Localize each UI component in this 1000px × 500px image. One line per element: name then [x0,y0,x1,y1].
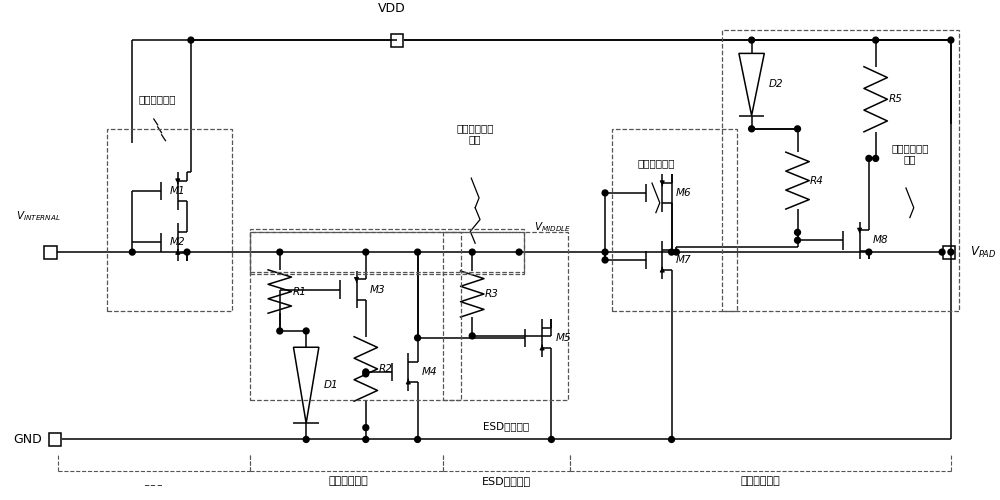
Text: 过压保护单元: 过压保护单元 [328,476,368,486]
Circle shape [129,249,135,255]
Text: R4: R4 [810,176,824,186]
Circle shape [303,436,309,442]
Circle shape [873,37,879,43]
Circle shape [866,249,872,255]
Circle shape [795,126,800,132]
Text: 负压保护开关: 负压保护开关 [637,158,675,168]
Text: _ _ _: _ _ _ [144,476,162,486]
Text: $V_{INTERNAL}$: $V_{INTERNAL}$ [16,208,61,222]
Text: $V_{PAD}$: $V_{PAD}$ [970,244,997,260]
Circle shape [548,436,554,442]
Text: GND: GND [13,433,42,446]
Circle shape [469,333,475,339]
Bar [107,129,232,312]
Circle shape [866,156,872,162]
Text: M2: M2 [169,237,185,247]
Circle shape [948,249,954,255]
Bar [49,433,61,446]
Bar [443,232,568,400]
Text: R3: R3 [485,289,499,299]
Circle shape [669,249,674,255]
Text: R2: R2 [378,364,392,374]
Circle shape [795,230,800,235]
Circle shape [948,37,954,43]
Circle shape [277,328,283,334]
Circle shape [363,424,369,430]
Text: VDD: VDD [378,2,406,15]
Circle shape [363,249,369,255]
Circle shape [363,369,369,375]
Text: D1: D1 [323,380,338,390]
Text: M8: M8 [873,236,888,246]
Circle shape [795,238,800,243]
Bar [250,230,524,274]
Text: ESD泄放单元: ESD泄放单元 [483,422,529,432]
Circle shape [602,257,608,263]
Circle shape [749,126,755,132]
Text: M1: M1 [169,186,185,196]
Bar [391,34,403,46]
Text: R5: R5 [888,94,902,104]
Circle shape [469,249,475,255]
Text: ESD泄放单元: ESD泄放单元 [482,476,531,486]
Text: M5: M5 [555,333,571,343]
Circle shape [188,37,194,43]
Circle shape [674,249,679,255]
Bar [250,232,524,272]
Text: M3: M3 [370,284,385,294]
Circle shape [277,249,283,255]
Circle shape [415,436,421,442]
Text: 过压保护开关: 过压保护开关 [139,94,176,104]
Circle shape [363,436,369,442]
Text: 负压保护单元: 负压保护单元 [741,476,780,486]
Bar [722,30,959,312]
Circle shape [516,249,522,255]
Circle shape [415,249,421,255]
Text: D2: D2 [769,80,783,90]
Circle shape [602,249,608,255]
Bar [943,246,955,258]
Bar [612,129,737,312]
Text: M6: M6 [675,188,691,198]
Text: M4: M4 [421,367,437,377]
Text: R1: R1 [292,286,306,296]
Circle shape [873,156,879,162]
Circle shape [303,328,309,334]
Circle shape [415,335,421,341]
Circle shape [363,371,369,377]
Circle shape [602,190,608,196]
Circle shape [749,37,755,43]
Circle shape [184,249,190,255]
Text: $V_{MIDDLE}$: $V_{MIDDLE}$ [534,220,571,234]
Text: 负压保护控制
电路: 负压保护控制 电路 [891,142,929,165]
Bar [250,232,461,400]
Circle shape [939,249,945,255]
Bar [44,246,57,258]
Text: 过压保护控制
电路: 过压保护控制 电路 [456,123,494,144]
Circle shape [669,436,674,442]
Text: M7: M7 [675,255,691,265]
